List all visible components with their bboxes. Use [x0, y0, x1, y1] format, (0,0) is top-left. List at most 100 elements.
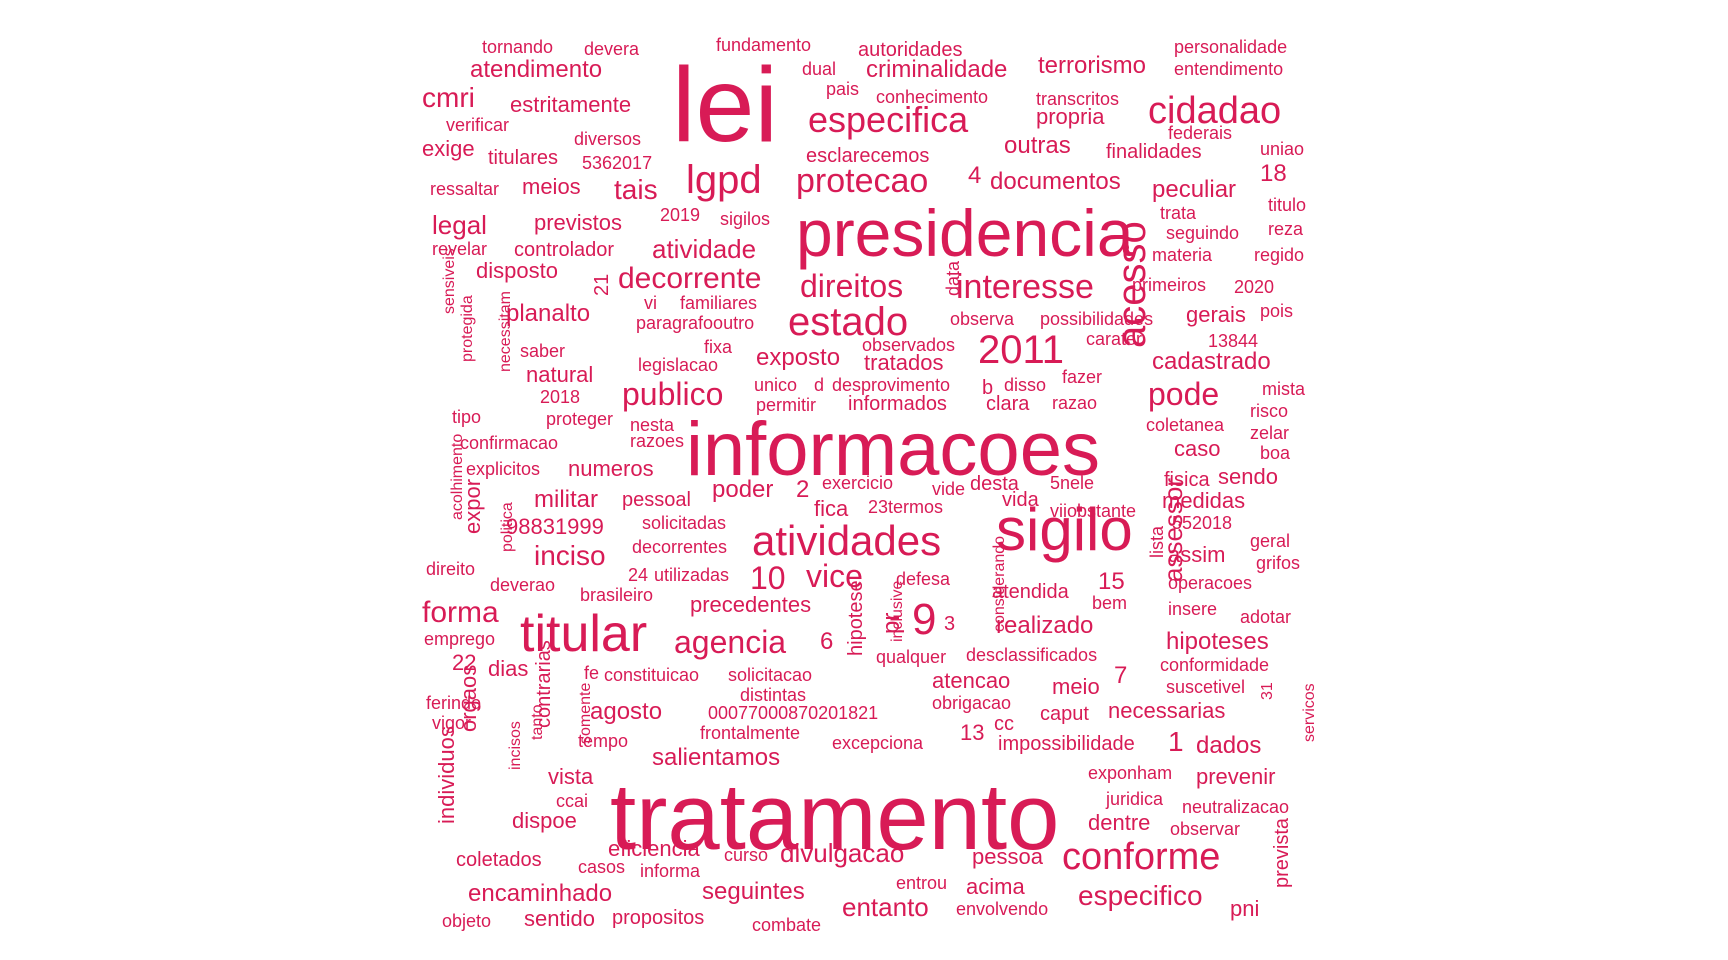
word-cloud-word: 13: [960, 720, 985, 745]
word-cloud-word: planalto: [506, 300, 591, 327]
word-cloud-word: solicitacao: [728, 665, 813, 685]
word-cloud-word: desta: [970, 473, 1019, 495]
word-cloud-word: adotar: [1240, 607, 1292, 627]
word-cloud-word: informados: [848, 393, 947, 415]
word-cloud-word: familiares: [680, 293, 758, 313]
word-cloud-word: divulgacao: [780, 838, 905, 868]
word-cloud-word: carater: [1086, 329, 1143, 349]
word-cloud-word: lei: [672, 46, 779, 164]
word-cloud-word: informacoes: [686, 407, 1100, 492]
word-cloud-word: finalidades: [1106, 141, 1202, 163]
word-cloud-word: 7: [1114, 662, 1128, 689]
word-cloud-word: atencao: [932, 668, 1011, 693]
word-cloud-word: razao: [1052, 393, 1098, 413]
word-cloud-word: 18: [1260, 160, 1287, 187]
word-cloud-word: protegida: [459, 295, 476, 362]
word-cloud-word: conformidade: [1160, 655, 1270, 675]
word-cloud-word: exercicio: [822, 473, 894, 493]
word-cloud-word: fixa: [704, 337, 733, 357]
word-cloud-word: tanto: [529, 704, 546, 740]
word-cloud-word: dentre: [1088, 810, 1151, 835]
word-cloud-word: hipotese: [845, 580, 867, 656]
word-cloud-word: clara: [986, 393, 1030, 415]
word-cloud-word: medidas: [1162, 488, 1246, 513]
word-cloud-word: observados: [862, 335, 956, 355]
word-cloud-word: outras: [1004, 132, 1071, 159]
word-cloud-word: tornando: [482, 37, 554, 57]
word-cloud-word: seguintes: [702, 878, 805, 905]
word-cloud-word: tratamento: [610, 764, 1060, 869]
word-cloud-word: pois: [1260, 301, 1294, 321]
word-cloud-word: exige: [422, 136, 475, 161]
word-cloud-word: meio: [1052, 674, 1100, 699]
word-cloud-word: prevista: [1271, 817, 1293, 888]
word-cloud-word: observa: [950, 309, 1015, 329]
word-cloud-word: 3: [944, 613, 956, 635]
word-cloud-word: gerais: [1186, 302, 1246, 327]
word-cloud-word: mista: [1262, 379, 1306, 399]
word-cloud-word: 24: [628, 565, 649, 585]
word-cloud-word: politica: [499, 502, 516, 552]
word-cloud-word: viiobstante: [1050, 501, 1137, 521]
word-cloud-word: lista: [1147, 525, 1167, 558]
word-cloud-word: pais: [826, 79, 860, 99]
word-cloud-word: solicitadas: [642, 513, 727, 533]
word-cloud-word: sendo: [1218, 464, 1278, 489]
word-cloud-word: coletanea: [1146, 415, 1225, 435]
word-cloud-word: explicitos: [466, 459, 541, 479]
word-cloud-word: 2018: [540, 387, 581, 407]
word-cloud-word: legislacao: [638, 355, 719, 375]
word-cloud-word: unico: [754, 375, 798, 395]
word-cloud-word: propositos: [612, 907, 705, 929]
word-cloud-word: disposto: [476, 258, 558, 283]
word-cloud-word: razoes: [630, 431, 685, 451]
word-cloud-word: 2: [796, 476, 810, 503]
word-cloud-word: conforme: [1062, 836, 1221, 878]
word-cloud-word: sigilos: [720, 209, 771, 229]
word-cloud-word: envolvendo: [956, 899, 1049, 919]
word-cloud-word: decorrente: [618, 262, 762, 295]
word-cloud-word: cc: [994, 713, 1014, 735]
word-cloud-word: diversos: [574, 129, 642, 149]
word-cloud-word: primeiros: [1132, 275, 1207, 295]
word-cloud-word: eficiencia: [608, 836, 700, 861]
word-cloud-word: defesa: [896, 569, 951, 589]
word-cloud-word: verificar: [446, 115, 510, 135]
word-cloud-word: suscetivel: [1166, 677, 1246, 697]
word-cloud-word: cidadao: [1148, 90, 1282, 132]
word-cloud-word: autoridades: [858, 39, 963, 61]
word-cloud-word: pessoa: [972, 844, 1043, 869]
word-cloud-word: vida: [1002, 489, 1039, 511]
word-cloud-word: 2011: [978, 328, 1065, 372]
word-cloud-word: forma: [422, 596, 499, 629]
word-cloud-word: vi: [644, 293, 657, 313]
word-cloud-word: combate: [752, 915, 822, 935]
word-cloud-word: b: [982, 377, 994, 399]
word-cloud-word: inclusive: [889, 580, 906, 642]
word-cloud-word: juridica: [1106, 789, 1164, 809]
word-cloud-word: tipo: [452, 407, 482, 427]
word-cloud-word: titulo: [1268, 195, 1307, 215]
word-cloud-word: casos: [578, 857, 626, 877]
word-cloud-word: excepciona: [832, 733, 924, 753]
word-cloud-word: 13844: [1208, 331, 1259, 351]
word-cloud-word: 00077000870201821: [708, 703, 879, 723]
word-cloud-word: exponham: [1088, 763, 1173, 783]
word-cloud-word: 4: [968, 162, 982, 189]
word-cloud-word: esclarecemos: [806, 145, 930, 167]
word-cloud-word: regido: [1254, 245, 1305, 265]
word-cloud-word: devera: [584, 39, 640, 59]
word-cloud-word: incisos: [507, 721, 524, 770]
word-cloud-word: atendimento: [470, 56, 603, 83]
word-cloud-word: 2019: [660, 205, 701, 225]
word-cloud-word: 22: [452, 650, 477, 675]
word-cloud-word: considerando: [991, 535, 1008, 632]
word-cloud-word: federais: [1168, 123, 1233, 143]
word-cloud-word: individuos: [434, 726, 459, 824]
word-cloud-word: vigor: [432, 713, 472, 733]
word-cloud-word: titular: [520, 605, 648, 663]
word-cloud-word: dados: [1196, 732, 1262, 759]
word-cloud-word: saber: [520, 341, 566, 361]
word-cloud-word: materia: [1152, 245, 1213, 265]
